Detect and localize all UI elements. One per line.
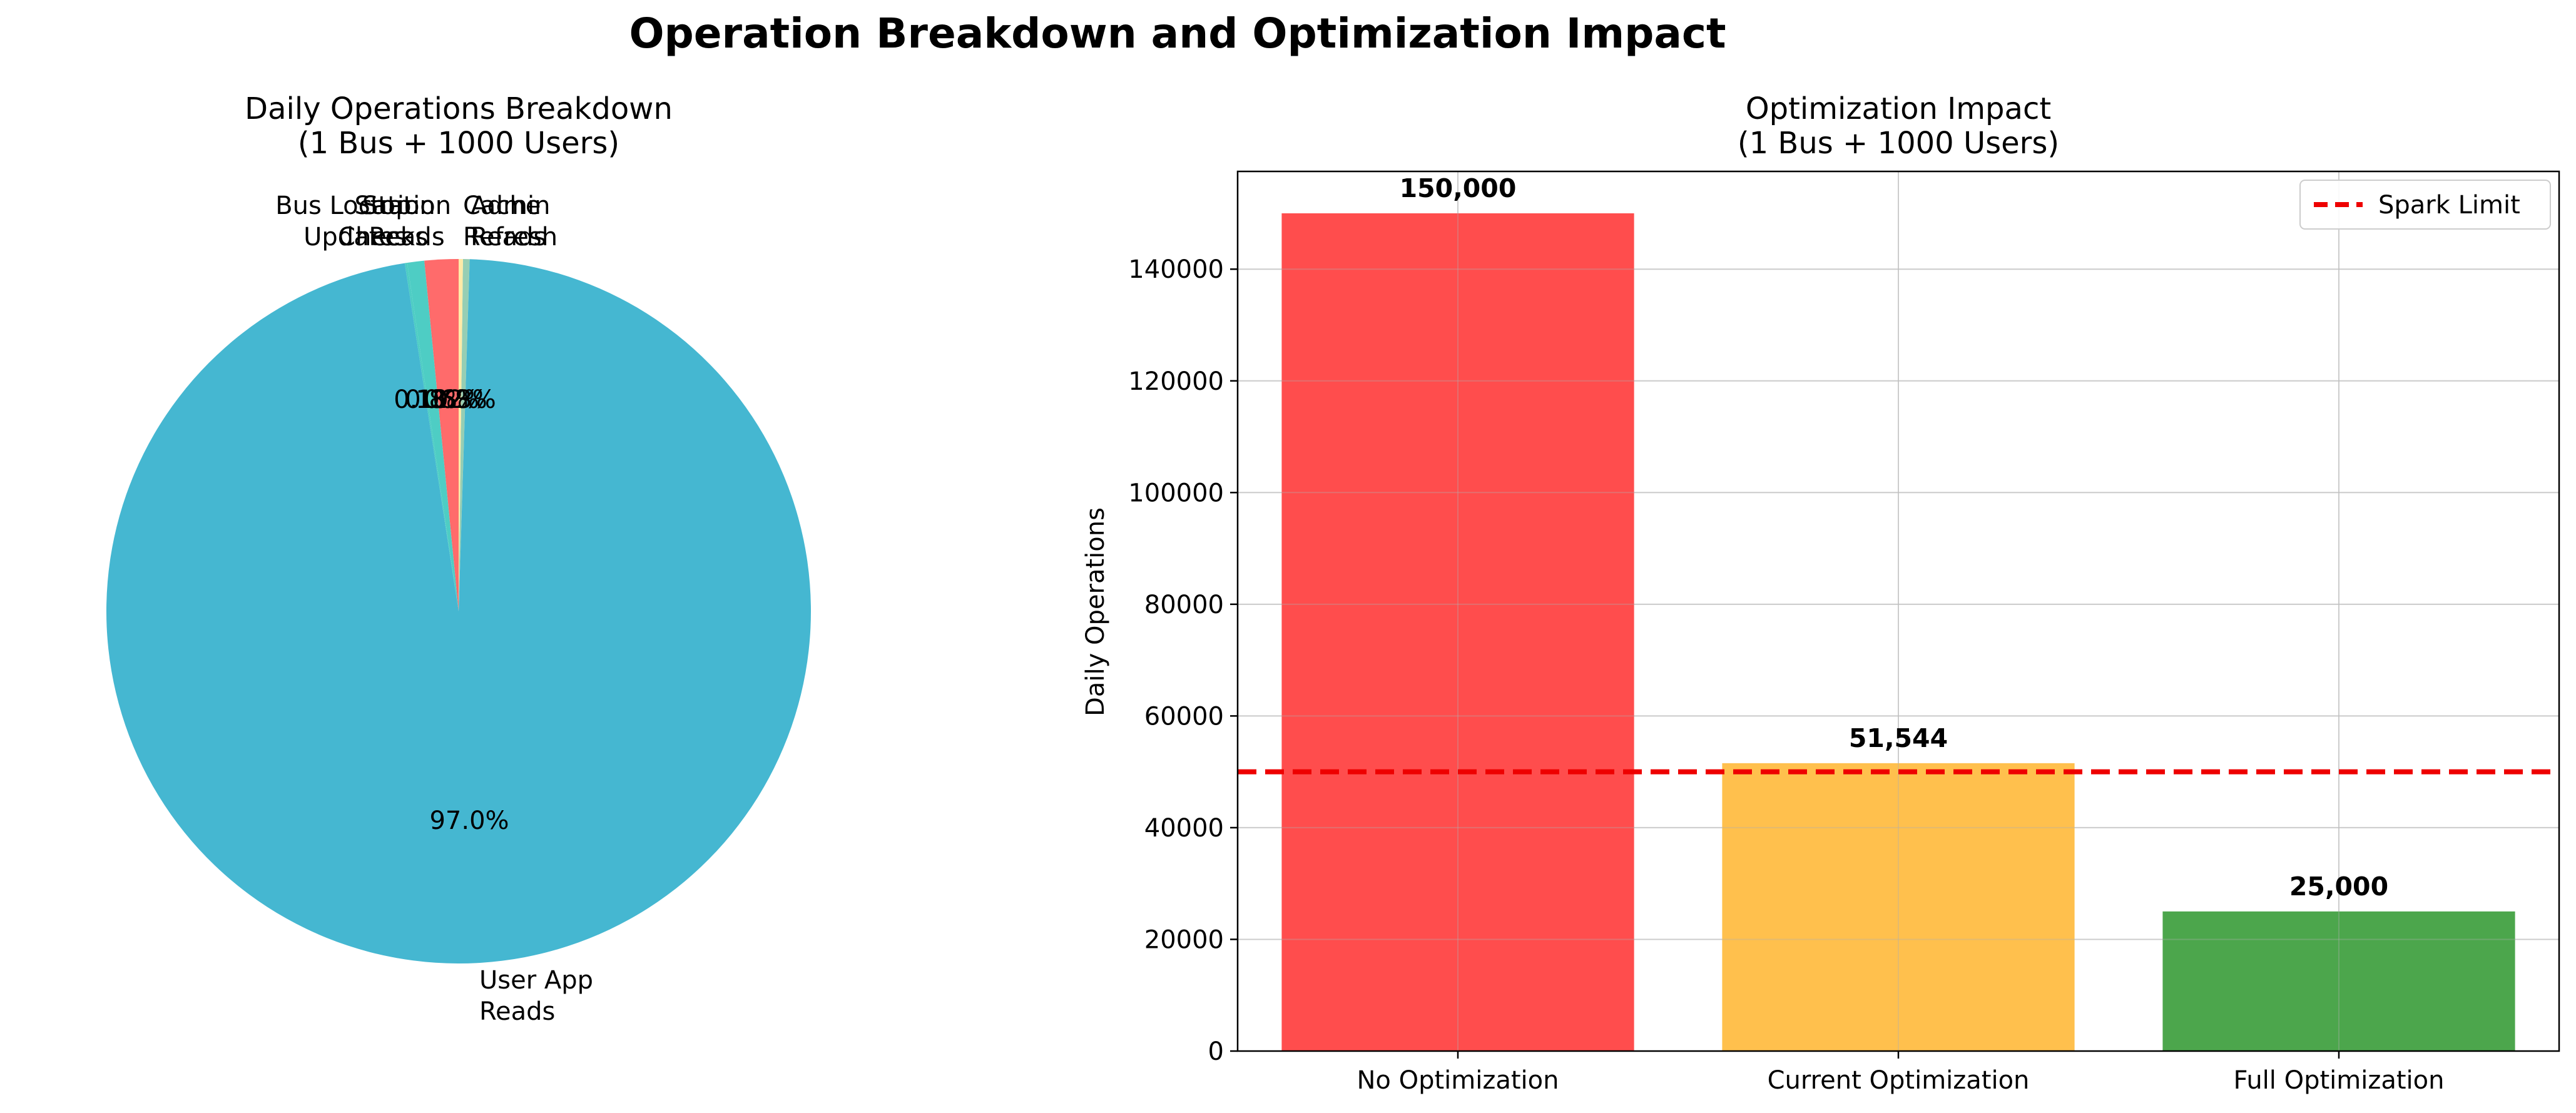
x-axis: No Optimization Current Optimization Full … [1357,1051,2445,1095]
bar-chart-bars [1238,171,2559,1052]
pie-category-label: Admin Reads [471,191,550,252]
pie-slice [404,263,459,611]
pie-slice [407,260,459,611]
legend-label: Spark Limit [2378,191,2520,220]
y-tick-label: 80000 [1144,591,1224,619]
x-tick-label: Current Optimization [1768,1066,2030,1095]
bar-chart-panel: Optimization Impact (1 Bus + 1000 Users) … [1081,91,2560,1095]
legend: Spark Limit [2299,180,2551,230]
bar [2162,911,2515,1051]
pie-slice [424,259,459,611]
pie-title-text: Daily Operations Breakdown (1 Bus + 1000 … [245,91,673,161]
bar [1722,763,2075,1051]
pie-percent-label: 0.2% [424,385,487,414]
bar-title-text: Optimization Impact (1 Bus + 1000 Users) [1738,91,2059,161]
y-tick-label: 40000 [1144,814,1224,843]
pie-category-label: Station Reads [362,191,451,252]
legend-box [2299,180,2551,230]
pie-chart-title: Daily Operations Breakdown (1 Bus + 1000 … [245,91,673,161]
y-tick-label: 140000 [1128,255,1224,284]
y-axis-label: Daily Operations [1081,507,1110,716]
y-tick-label: 100000 [1128,479,1224,507]
y-axis: 0 20000 40000 60000 80000 100000 120000 140000 [1128,255,1238,1066]
pie-chart-panel: Daily Operations Breakdown (1 Bus + 1000 … [106,91,812,1026]
pie-percent-label: 0.8% [405,385,469,414]
pie-slice [106,259,812,963]
x-tick-label: Full Optimization [2234,1066,2445,1095]
pie-slice [459,259,470,612]
pie-slice [459,259,463,611]
pie-category-label: Stop Checks [338,191,428,252]
bar [1281,213,1634,1051]
pie-percent-label: 0.1% [394,385,457,414]
pie-category-label: Cache Refresh [463,191,557,252]
bar-value-labels: 150,000 51,544 25,000 [1400,173,2388,902]
x-tick-label: No Optimization [1357,1066,1559,1095]
pie-category-label: User App Reads [479,966,593,1026]
bar-value-label: 150,000 [1400,173,1517,203]
bar-value-label: 25,000 [2289,872,2388,902]
y-tick-label: 0 [1208,1037,1224,1066]
figure-title: Operation Breakdown and Optimization Imp… [629,9,1726,58]
grid-overlay [1238,171,2559,1052]
pie-percent-label: 97.0% [429,806,509,835]
pie-category-label: Bus Location Updates [275,191,435,252]
y-tick-label: 120000 [1128,367,1224,396]
pie-slices [106,259,812,963]
bar-value-label: 51,544 [1849,723,1948,753]
bar-chart-title: Optimization Impact (1 Bus + 1000 Users) [1738,91,2059,161]
y-tick-label: 60000 [1144,702,1224,731]
pie-percent-label: 0.3% [432,385,496,414]
y-tick-label: 20000 [1144,925,1224,954]
pie-percent-label: 1.6% [415,385,479,414]
